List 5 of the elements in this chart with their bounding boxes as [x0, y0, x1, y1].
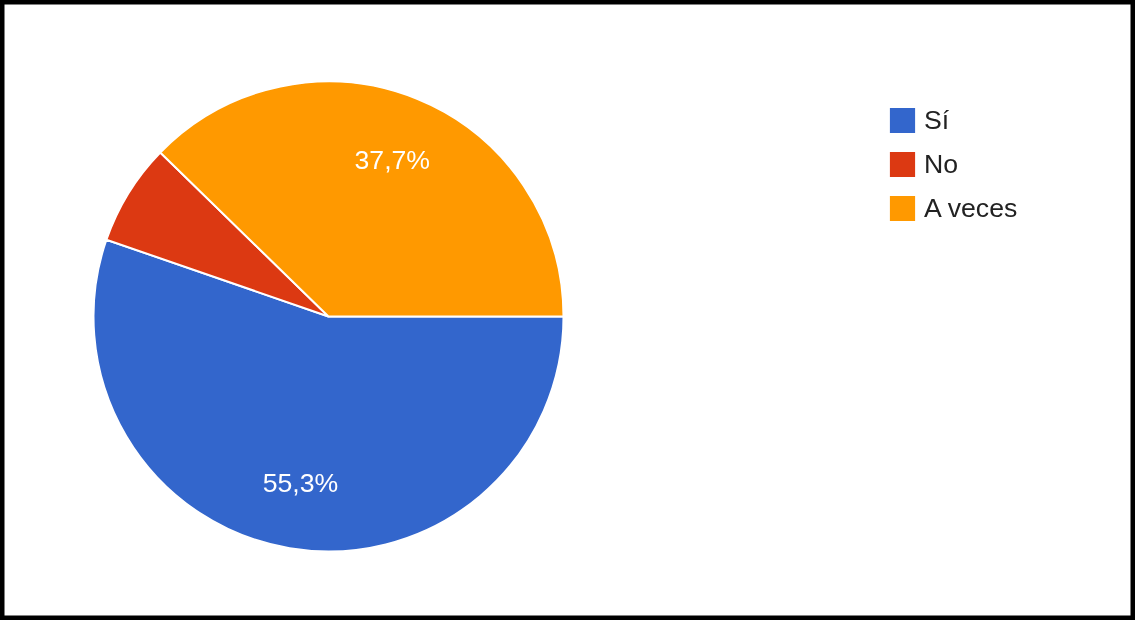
- legend-label: A veces: [924, 192, 1018, 224]
- data-label: 37,7%: [354, 144, 431, 175]
- data-label: 55,3%: [262, 468, 339, 499]
- legend-label: Sí: [924, 104, 950, 136]
- legend-label: No: [924, 148, 959, 180]
